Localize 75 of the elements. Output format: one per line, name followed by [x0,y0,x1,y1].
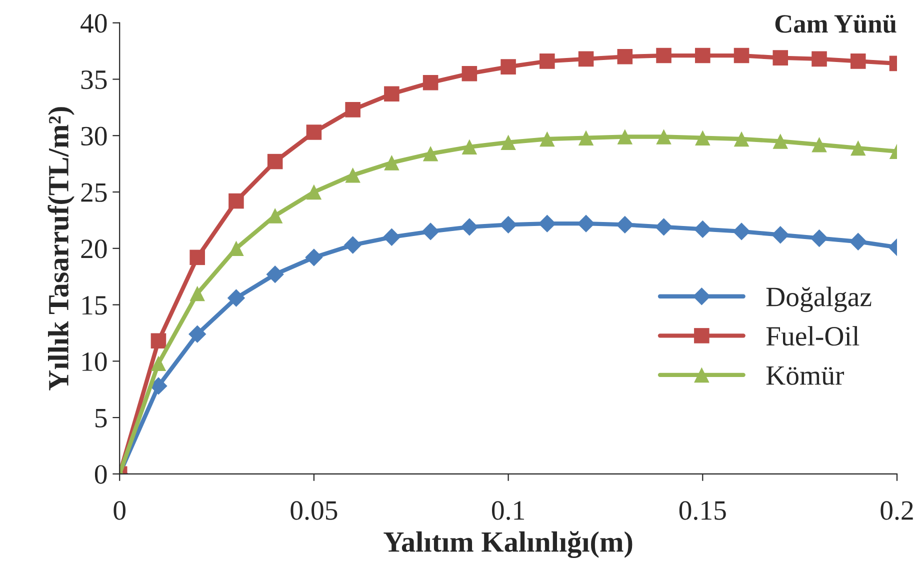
point [345,102,360,118]
point [849,232,867,250]
point [732,222,750,240]
point [578,51,594,67]
y-tick-label: 25 [81,183,107,202]
point [578,130,594,146]
y-tick-label: 20 [81,240,107,258]
point [228,240,244,256]
y-tick-label: 40 [80,14,107,33]
point [695,48,710,64]
point [462,66,478,82]
point [266,265,284,284]
point [695,130,710,146]
point [772,226,790,244]
x-tick-label: 0.2 [880,501,913,520]
point [772,50,788,66]
point [812,136,827,152]
point [188,325,206,343]
point [345,167,360,183]
x-tick-label: 0.05 [290,501,338,520]
point [344,236,362,254]
x-tick-label: 0.1 [492,501,524,520]
chart-title: Cam Yünü [775,14,896,33]
point [656,129,672,144]
point [305,248,323,266]
point [150,356,166,372]
y-tick-label: 35 [81,70,107,90]
legend-label: Doğalgaz [766,286,872,312]
point [617,49,633,64]
point [654,218,673,236]
point [499,216,518,234]
point [734,48,750,64]
point [267,154,283,170]
point [422,222,440,240]
point [227,289,246,307]
legend-label: Fuel-Oil [766,326,860,346]
legend-label: Kömür [766,366,844,385]
point [850,140,866,156]
point [267,208,283,224]
point [462,139,478,155]
y-tick-label: 5 [96,408,107,428]
x-axis-title: Yalıtım Kalınlığı(m) [384,531,632,558]
y-tick-label: 10 [82,352,107,372]
point [500,134,516,150]
point [616,216,634,234]
point [656,48,672,64]
point [772,134,788,149]
y-axis-title: Yıllık Tasarruf(TL/m²) [48,107,74,390]
point [306,124,322,140]
point [382,228,401,246]
point [228,193,244,209]
point [384,86,400,102]
point [734,131,750,147]
x-tick-label: 0.15 [679,501,726,520]
point [617,129,633,144]
point [812,51,827,67]
point [422,146,438,162]
point [694,220,712,238]
point [500,59,516,74]
point [810,229,828,248]
x-tick-label: 0 [114,501,126,520]
point [384,155,400,170]
point [306,184,322,200]
y-tick-label: 0 [94,465,107,484]
point [150,333,166,348]
point [422,74,438,90]
point [577,214,595,232]
point [460,218,478,236]
point [540,54,555,69]
point [850,54,866,69]
y-tick-label: 15 [82,296,107,315]
point [190,286,205,302]
point [540,131,555,147]
y-tick-label: 30 [81,126,107,146]
point [190,250,205,266]
